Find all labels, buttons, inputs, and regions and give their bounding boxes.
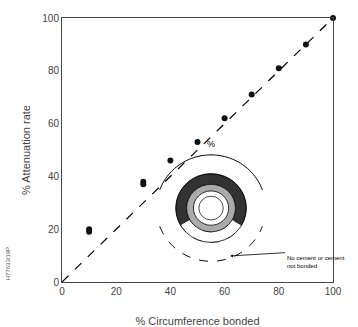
svg-text:0: 0 (59, 286, 65, 297)
svg-text:%: % (207, 139, 215, 149)
svg-text:20: 20 (48, 224, 60, 235)
svg-text:No cement or cementnot bonded: No cement or cementnot bonded (287, 255, 345, 269)
svg-text:80: 80 (48, 65, 60, 76)
svg-text:60: 60 (219, 286, 231, 297)
svg-text:80: 80 (273, 286, 285, 297)
svg-text:40: 40 (165, 286, 177, 297)
svg-text:% Attenuation rate: % Attenuation rate (20, 105, 32, 195)
svg-text:0: 0 (53, 277, 59, 288)
svg-text:% Circumference bonded: % Circumference bonded (135, 315, 259, 327)
svg-text:H77633/19P: H77633/19P (5, 247, 11, 280)
svg-text:60: 60 (48, 118, 60, 129)
svg-text:20: 20 (111, 286, 123, 297)
svg-text:40: 40 (48, 171, 60, 182)
svg-text:100: 100 (42, 13, 59, 24)
svg-text:100: 100 (325, 286, 342, 297)
